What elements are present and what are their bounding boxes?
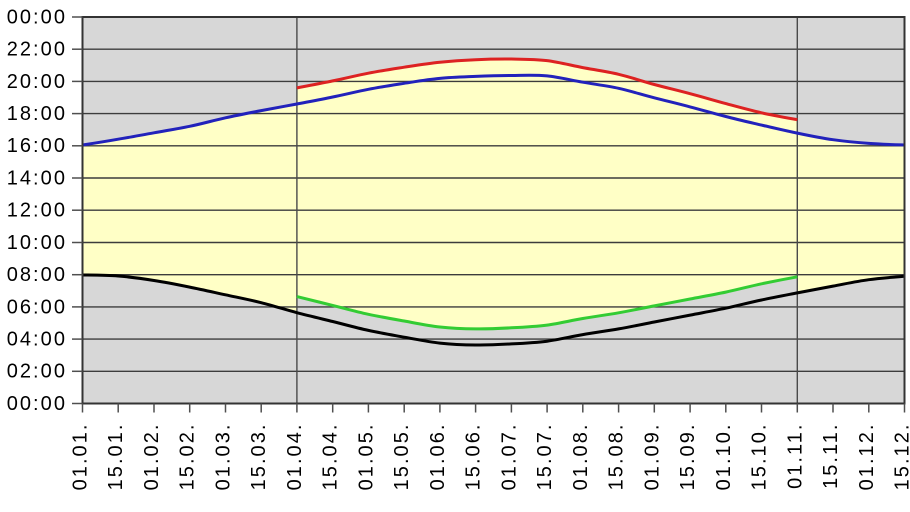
svg-text:01.08.: 01.08. bbox=[570, 423, 592, 491]
svg-text:15.04.: 15.04. bbox=[320, 423, 342, 491]
svg-text:15.12.: 15.12. bbox=[892, 423, 910, 491]
svg-text:16:00: 16:00 bbox=[7, 135, 67, 157]
svg-text:14:00: 14:00 bbox=[7, 167, 67, 189]
svg-text:01.09.: 01.09. bbox=[641, 423, 663, 491]
svg-text:15.03.: 15.03. bbox=[248, 423, 270, 491]
svg-text:08:00: 08:00 bbox=[7, 264, 67, 286]
svg-text:01.03.: 01.03. bbox=[213, 423, 235, 491]
svg-text:04:00: 04:00 bbox=[7, 329, 67, 351]
svg-text:10:00: 10:00 bbox=[7, 232, 67, 254]
svg-text:15.01.: 15.01. bbox=[105, 423, 127, 491]
svg-text:00:00: 00:00 bbox=[7, 6, 67, 28]
svg-text:18:00: 18:00 bbox=[7, 103, 67, 125]
svg-text:15.05.: 15.05. bbox=[391, 423, 413, 491]
svg-text:01.02.: 01.02. bbox=[141, 423, 163, 491]
svg-text:15.06.: 15.06. bbox=[463, 423, 485, 491]
svg-text:06:00: 06:00 bbox=[7, 296, 67, 318]
svg-text:15.09.: 15.09. bbox=[677, 423, 699, 491]
svg-text:00:00: 00:00 bbox=[7, 393, 67, 415]
svg-text:01.01.: 01.01. bbox=[70, 423, 92, 491]
svg-text:01.04.: 01.04. bbox=[284, 423, 306, 491]
svg-text:15.02.: 15.02. bbox=[177, 423, 199, 491]
svg-text:01.07.: 01.07. bbox=[498, 423, 520, 491]
svg-text:15.08.: 15.08. bbox=[606, 423, 628, 491]
svg-text:15.10.: 15.10. bbox=[749, 423, 771, 491]
svg-text:01.11.: 01.11. bbox=[784, 423, 806, 489]
svg-text:01.05.: 01.05. bbox=[355, 423, 377, 491]
svg-text:01.12.: 01.12. bbox=[856, 423, 878, 491]
svg-text:01.06.: 01.06. bbox=[427, 423, 449, 491]
svg-text:02:00: 02:00 bbox=[7, 361, 67, 383]
svg-text:12:00: 12:00 bbox=[7, 200, 67, 222]
svg-text:20:00: 20:00 bbox=[7, 71, 67, 93]
svg-text:15.11.: 15.11. bbox=[820, 423, 842, 489]
svg-text:22:00: 22:00 bbox=[7, 39, 67, 61]
svg-text:15.07.: 15.07. bbox=[534, 423, 556, 491]
svg-text:01.10.: 01.10. bbox=[713, 423, 735, 491]
